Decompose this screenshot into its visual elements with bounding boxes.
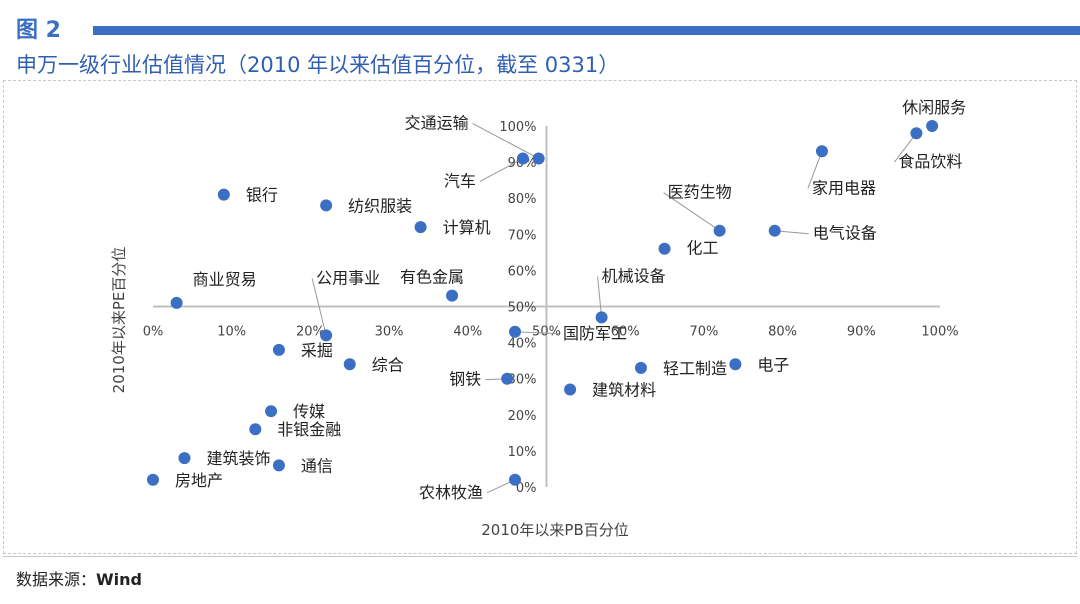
y-tick-label: 50% — [508, 301, 537, 316]
leader-line — [514, 331, 560, 335]
point-label: 轻工制造 — [663, 359, 727, 378]
y-tick-label: 20% — [508, 409, 537, 424]
point-label: 化工 — [687, 239, 719, 258]
x-tick-label: 0% — [143, 325, 164, 340]
point-label: 机械设备 — [602, 266, 666, 285]
data-point — [343, 358, 356, 371]
point-label: 通信 — [301, 456, 333, 475]
point-label: 农林牧渔 — [419, 483, 483, 502]
data-point — [320, 329, 333, 342]
x-tick-label: 60% — [611, 325, 640, 340]
x-tick-label: 100% — [921, 325, 958, 340]
y-tick-label: 0% — [516, 481, 537, 496]
data-point — [249, 423, 262, 436]
point-label: 非银金融 — [277, 420, 341, 439]
footer-divider — [3, 556, 1077, 557]
tick-labels: 0% 10% 20% 30% 40% 50% 60% 70% 80% 90% 100%0%10%20… — [143, 120, 959, 496]
data-point — [170, 296, 183, 309]
point-label: 建筑装饰 — [206, 449, 270, 468]
data-point — [217, 188, 230, 201]
x-tick-label: 80% — [768, 325, 797, 340]
data-point — [501, 372, 514, 385]
x-tick-label: 40% — [453, 325, 482, 340]
point-label: 休闲服务 — [902, 98, 966, 117]
source-prefix: 数据来源： — [16, 570, 97, 589]
data-point — [414, 221, 427, 234]
point-label: 银行 — [246, 186, 278, 205]
x-tick-label: 50% — [532, 325, 561, 340]
point-label: 食品饮料 — [898, 152, 962, 171]
data-point — [910, 127, 923, 140]
point-label: 钢铁 — [449, 370, 481, 389]
data-point — [815, 145, 828, 158]
y-tick-label: 100% — [499, 120, 536, 135]
data-point — [509, 473, 522, 486]
point-label: 国防军工 — [563, 324, 627, 343]
point-label: 电子 — [757, 355, 789, 374]
data-point — [634, 361, 647, 374]
data-point — [272, 459, 285, 472]
x-tick-label: 30% — [375, 325, 404, 340]
y-tick-label: 10% — [508, 445, 537, 460]
point-label: 医药生物 — [668, 183, 732, 202]
data-point — [272, 343, 285, 356]
y-tick-label: 70% — [508, 228, 537, 243]
data-point — [516, 152, 529, 165]
data-point — [178, 452, 191, 465]
x-tick-label: 10% — [217, 325, 246, 340]
point-label: 综合 — [372, 355, 404, 374]
data-point — [509, 325, 522, 338]
scatter-chart: 0% 10% 20% 30% 40% 50% 60% 70% 80% 90% 100%0%10%20… — [110, 98, 966, 539]
y-tick-label: 60% — [508, 264, 537, 279]
source-name: Wind — [96, 570, 142, 589]
data-point — [595, 311, 608, 324]
data-point — [926, 120, 939, 132]
x-tick-label: 90% — [847, 325, 876, 340]
leader-line — [597, 276, 603, 318]
data-point — [713, 224, 726, 237]
point-label: 有色金属 — [400, 268, 464, 287]
leader-line — [893, 132, 917, 163]
point-label: 汽车 — [444, 171, 476, 190]
point-label: 纺织服装 — [348, 196, 412, 215]
y-axis-title: 2010年以来PE百分位 — [110, 247, 128, 394]
leader-line — [807, 151, 823, 189]
y-tick-label: 30% — [508, 373, 537, 388]
data-point — [532, 152, 545, 165]
chart-title: 申万一级行业估值情况（2010 年以来估值百分位，截至 0331） — [16, 53, 620, 77]
data-point — [564, 383, 577, 396]
point-label: 建筑材料 — [592, 381, 656, 400]
point-label: 采掘 — [301, 341, 333, 360]
data-points — [147, 120, 939, 486]
data-point — [446, 289, 459, 302]
point-label: 电气设备 — [813, 224, 877, 243]
chart-frame — [3, 80, 1077, 554]
data-point — [147, 473, 159, 486]
x-tick-label: 70% — [689, 325, 718, 340]
figure-label: 图 2 — [16, 18, 61, 43]
point-label: 房地产 — [175, 471, 223, 490]
source-note: 数据来源：Wind — [16, 566, 142, 590]
point-label: 计算机 — [443, 218, 491, 237]
data-point — [768, 224, 781, 237]
data-point — [265, 405, 278, 418]
point-label: 家用电器 — [812, 178, 876, 197]
data-point — [320, 199, 333, 212]
point-label: 传媒 — [293, 402, 325, 421]
figure-header-bar — [93, 26, 1080, 35]
leader-line — [311, 278, 327, 336]
leader-line — [472, 123, 539, 159]
point-label: 公用事业 — [316, 268, 380, 287]
y-tick-label: 40% — [508, 337, 537, 352]
y-tick-label: 80% — [508, 192, 537, 207]
point-label: 交通运输 — [405, 113, 469, 132]
x-axis-title: 2010年以来PB百分位 — [481, 521, 629, 539]
point-label: 商业贸易 — [193, 270, 257, 289]
leader-line — [663, 192, 720, 232]
data-point — [729, 358, 742, 371]
leader-line — [479, 158, 524, 182]
data-point — [658, 242, 671, 255]
x-tick-label: 20% — [296, 325, 325, 340]
